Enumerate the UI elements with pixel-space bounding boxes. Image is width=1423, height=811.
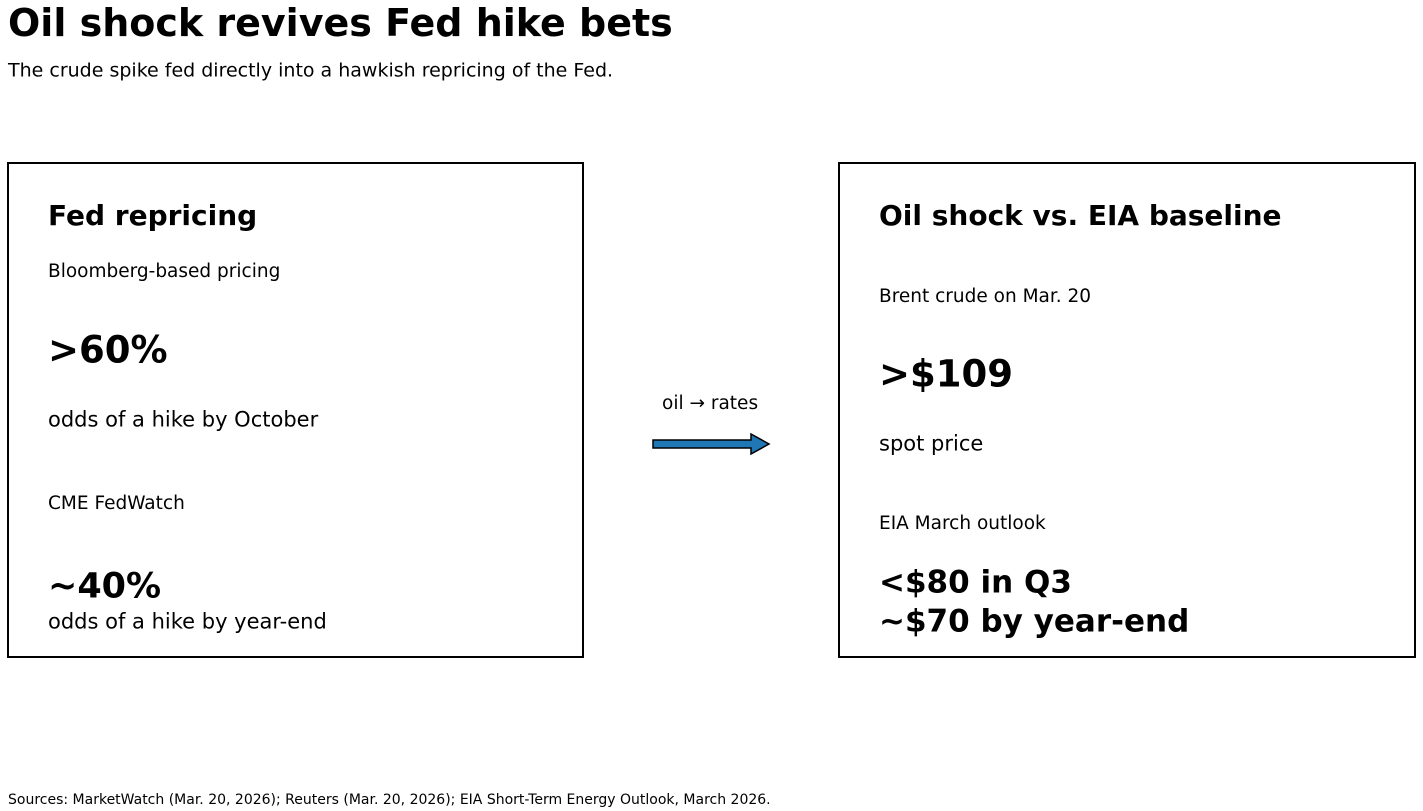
metric-value: >$109 (879, 352, 1013, 396)
metric-label: Brent crude on Mar. 20 (879, 285, 1092, 307)
metric-value: >60% (48, 328, 168, 372)
metric-description: spot price (879, 431, 984, 456)
metric-value: ~$70 by year-end (879, 603, 1190, 640)
panel-heading: Fed repricing (48, 199, 258, 232)
panel-heading: Oil shock vs. EIA baseline (879, 199, 1282, 232)
metric-value: ~40% (48, 566, 162, 607)
metric-label: Bloomberg-based pricing (48, 260, 281, 282)
metric-description: odds of a hike by year-end (48, 609, 327, 634)
fed-repricing-panel (7, 162, 584, 658)
metric-value: <$80 in Q3 (879, 564, 1072, 601)
metric-description: odds of a hike by October (48, 407, 319, 432)
arrow-right-icon (652, 432, 771, 456)
connector-label: oil → rates (662, 392, 759, 414)
oil-shock-panel (838, 162, 1416, 658)
metric-label: EIA March outlook (879, 512, 1046, 534)
page-title: Oil shock revives Fed hike bets (8, 1, 673, 45)
sources-footer: Sources: MarketWatch (Mar. 20, 2026); Re… (8, 792, 771, 808)
metric-label: CME FedWatch (48, 492, 185, 514)
page-subtitle: The crude spike fed directly into a hawk… (8, 59, 614, 82)
connector-arrow (652, 432, 771, 456)
